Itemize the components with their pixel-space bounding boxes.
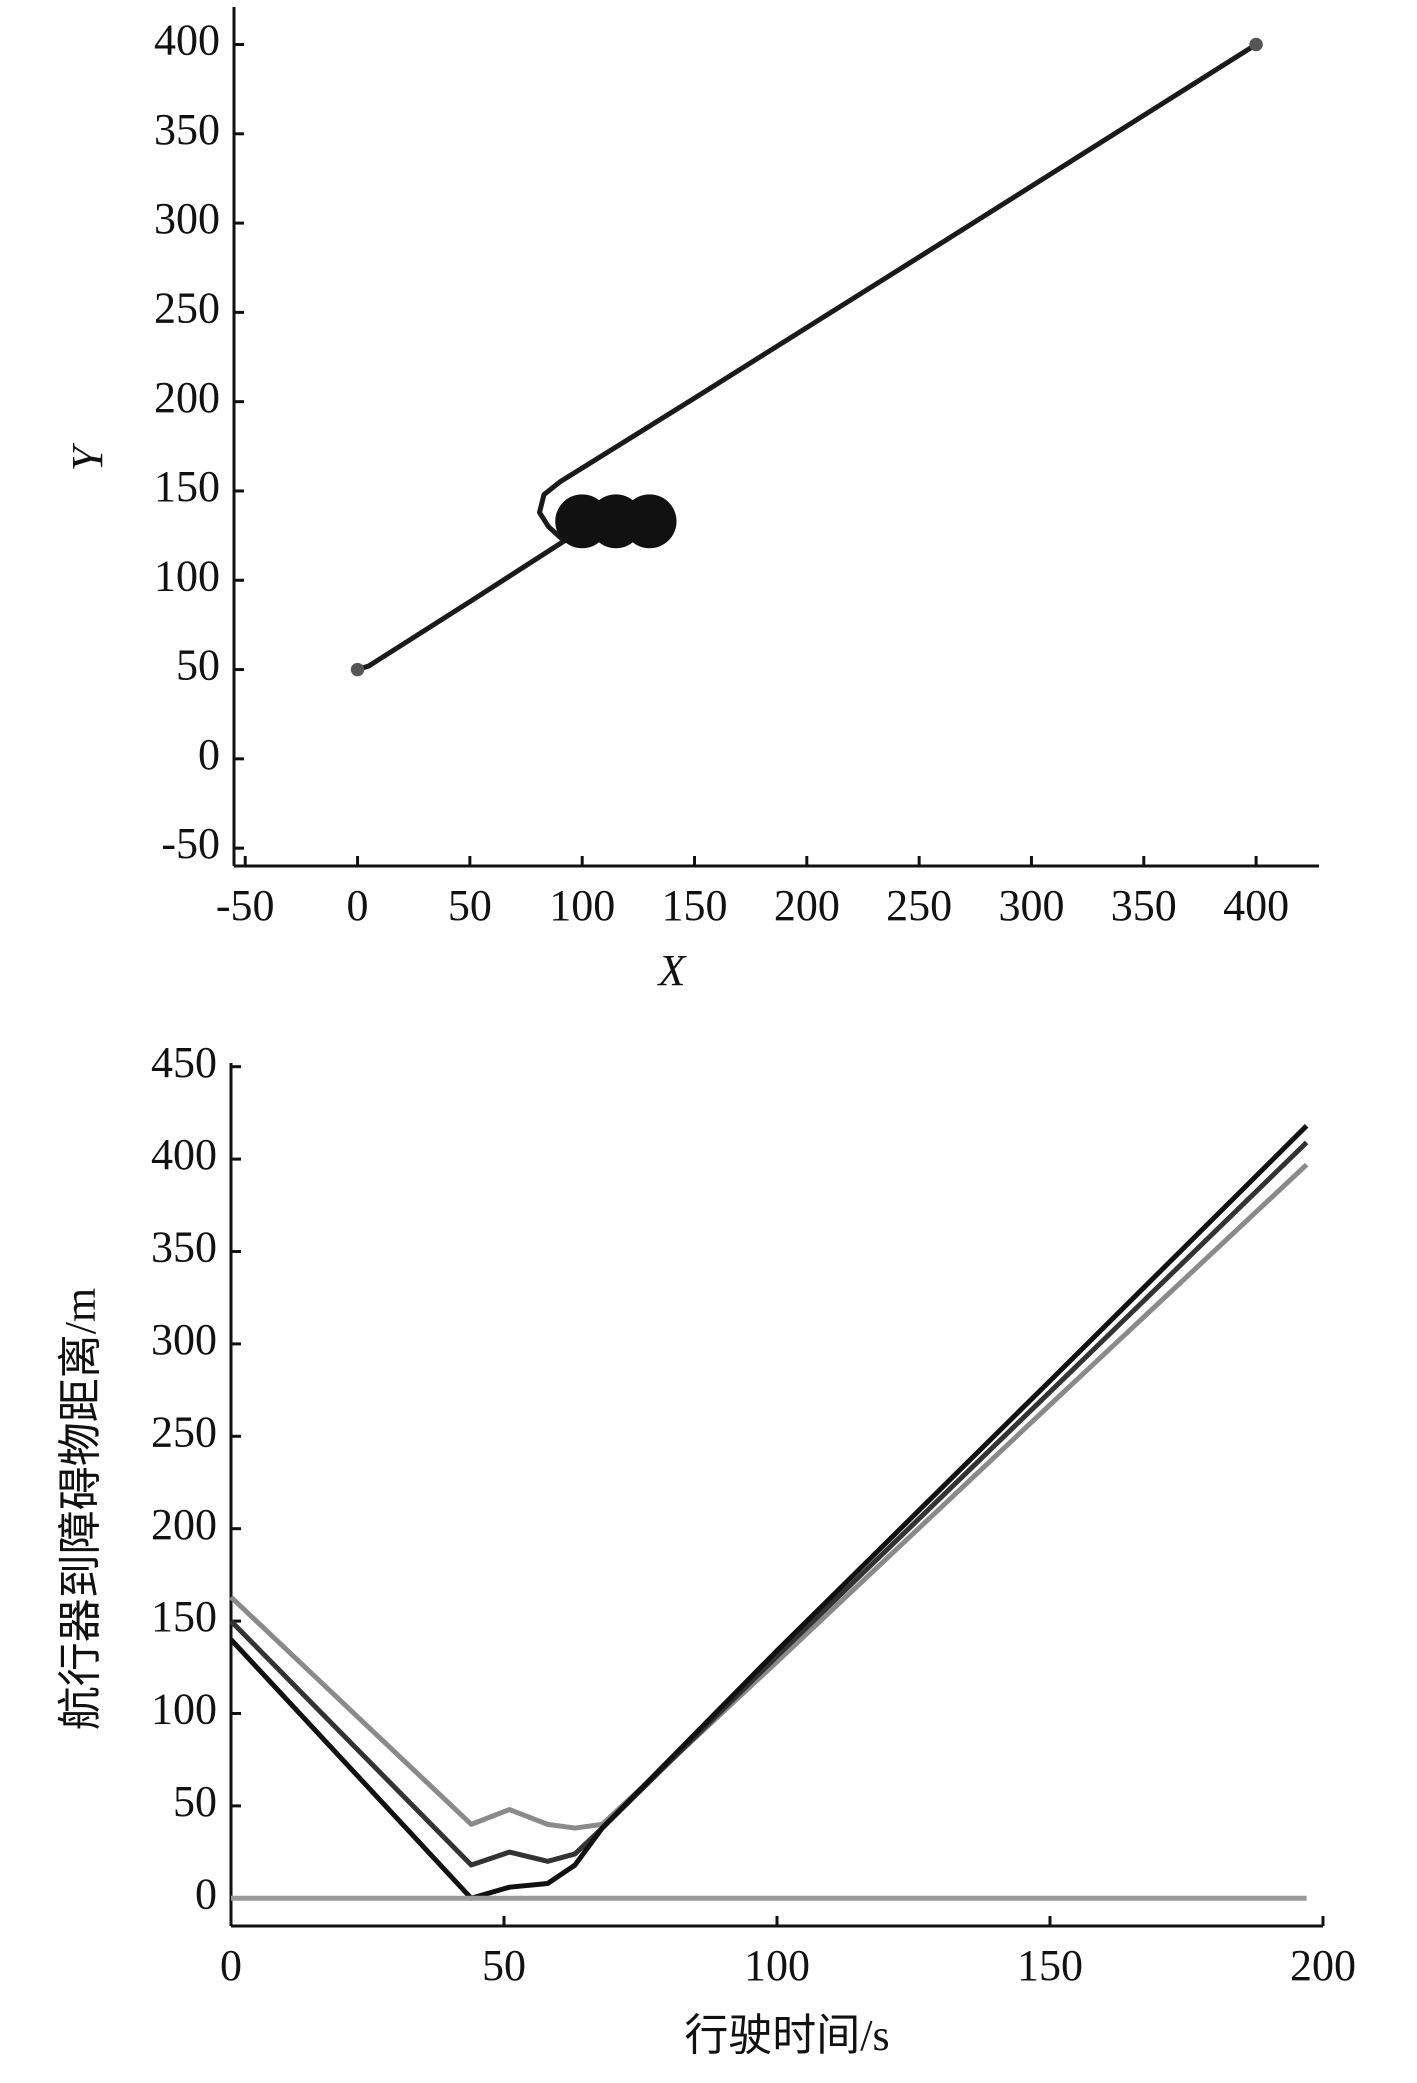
x-tick-label: 0 bbox=[347, 881, 369, 930]
x-tick-label: -50 bbox=[216, 881, 275, 930]
y-tick-label: 150 bbox=[151, 1592, 217, 1641]
x-tick-label: 250 bbox=[886, 881, 952, 930]
series-line bbox=[356, 42, 1258, 672]
y-tick-label: 200 bbox=[151, 1500, 217, 1549]
y-axis-label: Y bbox=[63, 442, 112, 471]
point bbox=[1249, 37, 1263, 52]
x-tick-label: 200 bbox=[774, 881, 840, 930]
y-tick-label: 0 bbox=[198, 730, 220, 779]
y-tick-label: -50 bbox=[161, 819, 220, 868]
x-axis-label: 行驶时间/s bbox=[684, 2011, 889, 2060]
series-line bbox=[229, 1162, 1309, 1831]
x-tick-label: 350 bbox=[1111, 881, 1177, 930]
x-tick-label: 100 bbox=[744, 1941, 810, 1990]
y-tick-label: 150 bbox=[154, 462, 220, 511]
y-tick-label: 250 bbox=[154, 283, 220, 332]
x-axis-label: X bbox=[657, 946, 688, 995]
y-tick-label: 300 bbox=[151, 1315, 217, 1364]
x-tick-label: 200 bbox=[1290, 1941, 1356, 1990]
y-tick-label: 400 bbox=[154, 16, 220, 65]
y-axis-label: 航行器到障碍物距离/m bbox=[56, 1288, 105, 1730]
point bbox=[622, 494, 677, 549]
y-tick-label: 200 bbox=[154, 373, 220, 422]
point bbox=[350, 662, 365, 677]
series-line bbox=[229, 1140, 1309, 1868]
y-tick-label: 300 bbox=[154, 194, 220, 243]
y-tick-label: 100 bbox=[151, 1685, 217, 1734]
x-tick-label: 400 bbox=[1223, 881, 1289, 930]
y-tick-label: 50 bbox=[176, 641, 220, 690]
x-tick-label: 0 bbox=[220, 1941, 242, 1990]
x-tick-label: 150 bbox=[662, 881, 728, 930]
y-tick-label: 400 bbox=[151, 1130, 217, 1179]
x-tick-label: 300 bbox=[998, 881, 1064, 930]
y-tick-label: 450 bbox=[151, 1038, 217, 1087]
y-tick-label: 250 bbox=[151, 1407, 217, 1456]
y-tick-label: 350 bbox=[151, 1223, 217, 1272]
x-tick-label: 150 bbox=[1017, 1941, 1083, 1990]
y-tick-label: 0 bbox=[195, 1869, 217, 1918]
series-line bbox=[229, 1124, 1309, 1901]
y-tick-label: 350 bbox=[154, 105, 220, 154]
x-tick-label: 50 bbox=[448, 881, 492, 930]
y-tick-label: 100 bbox=[154, 551, 220, 600]
y-tick-label: 50 bbox=[173, 1777, 217, 1826]
x-tick-label: 100 bbox=[549, 881, 615, 930]
x-tick-label: 50 bbox=[482, 1941, 526, 1990]
